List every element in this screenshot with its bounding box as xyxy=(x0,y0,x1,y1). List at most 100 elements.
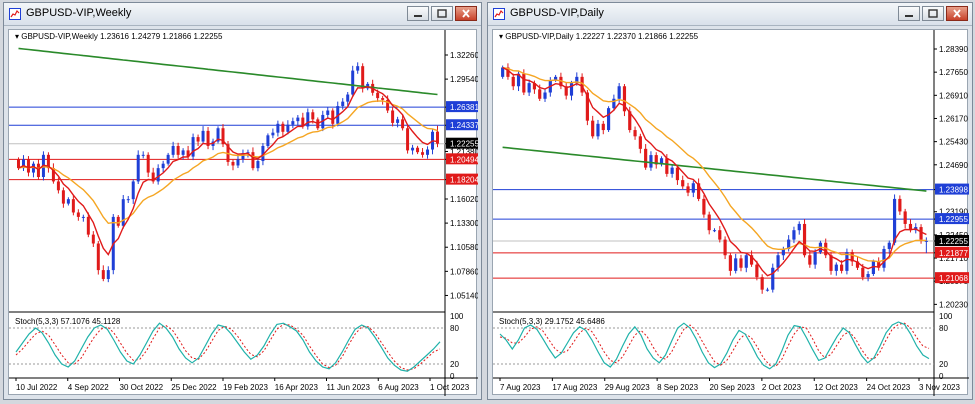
candle-body[interactable] xyxy=(919,227,923,240)
weekly-plot-area[interactable]: 1.32260 1.29540 1.26381 1.24337 1.222551.213… xyxy=(8,29,478,396)
candle-body[interactable] xyxy=(76,212,80,217)
candle-body[interactable] xyxy=(728,255,732,271)
candle-body[interactable] xyxy=(241,153,245,160)
candle-body[interactable] xyxy=(271,132,275,136)
daily-chart-window[interactable]: GBPUSD-VIP,Daily 1.28390 1.27650 1.26910 1.… xyxy=(487,2,973,400)
candle-body[interactable] xyxy=(166,154,170,164)
candle-body[interactable] xyxy=(171,145,175,155)
candle-body[interactable] xyxy=(601,123,605,131)
candle-body[interactable] xyxy=(924,240,928,242)
candle-body[interactable] xyxy=(591,120,595,137)
candle-body[interactable] xyxy=(161,163,165,169)
candle-body[interactable] xyxy=(356,66,360,71)
candle-body[interactable] xyxy=(829,255,833,271)
candle-body[interactable] xyxy=(306,112,310,127)
candle-body[interactable] xyxy=(787,239,791,249)
candle-body[interactable] xyxy=(46,154,50,169)
candle-body[interactable] xyxy=(771,267,775,290)
candle-body[interactable] xyxy=(501,67,505,77)
candle-body[interactable] xyxy=(675,167,680,181)
candle-body[interactable] xyxy=(156,168,160,182)
candle-body[interactable] xyxy=(622,86,627,112)
candle-body[interactable] xyxy=(51,168,55,182)
candle-body[interactable] xyxy=(744,255,748,268)
candle-body[interactable] xyxy=(903,211,907,224)
candle-body[interactable] xyxy=(638,136,642,149)
candle-body[interactable] xyxy=(559,76,563,87)
candle-body[interactable] xyxy=(723,239,727,256)
candle-body[interactable] xyxy=(286,124,290,132)
daily-chart-svg[interactable]: 1.28390 1.27650 1.26910 1.26170 1.25430 1.246… xyxy=(493,30,969,396)
candle-body[interactable] xyxy=(702,198,706,215)
candle-body[interactable] xyxy=(231,161,235,166)
candle-body[interactable] xyxy=(346,94,350,102)
close-button[interactable] xyxy=(455,6,477,21)
candle-body[interactable] xyxy=(181,150,185,155)
candle-body[interactable] xyxy=(564,86,568,96)
candle-body[interactable] xyxy=(391,110,395,123)
candle-body[interactable] xyxy=(191,137,195,157)
candle-body[interactable] xyxy=(580,76,584,93)
candle-body[interactable] xyxy=(606,108,611,131)
candle-body[interactable] xyxy=(326,110,330,115)
candle-body[interactable] xyxy=(261,145,265,162)
candle-body[interactable] xyxy=(426,149,430,155)
candle-body[interactable] xyxy=(633,130,637,137)
candle-body[interactable] xyxy=(575,76,579,84)
candle-body[interactable] xyxy=(612,98,616,109)
candle-body[interactable] xyxy=(511,76,515,87)
candle-body[interactable] xyxy=(331,110,335,124)
candle-body[interactable] xyxy=(908,223,913,231)
candle-body[interactable] xyxy=(376,92,380,99)
candle-body[interactable] xyxy=(532,83,537,90)
candle-body[interactable] xyxy=(21,159,25,169)
candle-body[interactable] xyxy=(712,230,717,232)
candle-body[interactable] xyxy=(765,289,770,291)
candle-body[interactable] xyxy=(61,190,65,204)
candle-body[interactable] xyxy=(776,255,780,268)
candle-body[interactable] xyxy=(845,252,849,271)
candle-body[interactable] xyxy=(301,117,305,127)
candle-body[interactable] xyxy=(416,147,420,153)
candle-body[interactable] xyxy=(236,159,240,166)
candle-body[interactable] xyxy=(877,261,881,268)
candle-body[interactable] xyxy=(734,258,738,271)
candle-body[interactable] xyxy=(116,216,120,226)
candle-body[interactable] xyxy=(892,198,897,243)
candle-body[interactable] xyxy=(596,123,600,137)
candle-body[interactable] xyxy=(276,123,280,133)
candle-body[interactable] xyxy=(697,183,701,199)
candle-body[interactable] xyxy=(296,117,300,122)
candle-body[interactable] xyxy=(527,83,531,93)
candle-body[interactable] xyxy=(121,199,125,226)
candle-body[interactable] xyxy=(898,198,902,212)
candle-body[interactable] xyxy=(538,89,542,99)
candle-body[interactable] xyxy=(436,131,440,144)
candle-body[interactable] xyxy=(151,172,155,182)
candle-body[interactable] xyxy=(781,248,785,256)
candle-body[interactable] xyxy=(81,216,85,218)
candle-body[interactable] xyxy=(86,216,90,235)
candle-body[interactable] xyxy=(808,255,812,265)
candle-body[interactable] xyxy=(126,199,130,201)
candle-body[interactable] xyxy=(66,199,70,204)
candle-body[interactable] xyxy=(71,199,75,213)
candle-body[interactable] xyxy=(670,167,674,174)
candle-body[interactable] xyxy=(654,155,658,165)
candle-body[interactable] xyxy=(221,128,225,145)
candle-body[interactable] xyxy=(361,66,365,89)
candle-body[interactable] xyxy=(311,112,315,120)
candle-body[interactable] xyxy=(56,181,60,191)
candle-body[interactable] xyxy=(686,186,690,193)
candle-body[interactable] xyxy=(251,152,255,169)
candle-body[interactable] xyxy=(824,242,828,256)
candle-body[interactable] xyxy=(802,223,807,256)
candle-body[interactable] xyxy=(96,243,100,271)
candle-body[interactable] xyxy=(792,230,796,240)
minimize-button[interactable] xyxy=(898,6,920,21)
candle-body[interactable] xyxy=(707,214,711,231)
candle-body[interactable] xyxy=(691,183,695,193)
weekly-titlebar[interactable]: GBPUSD-VIP,Weekly xyxy=(4,3,481,26)
weekly-chart-window[interactable]: GBPUSD-VIP,Weekly 1.322601.295401.263811… xyxy=(3,2,482,400)
candle-body[interactable] xyxy=(887,242,891,249)
